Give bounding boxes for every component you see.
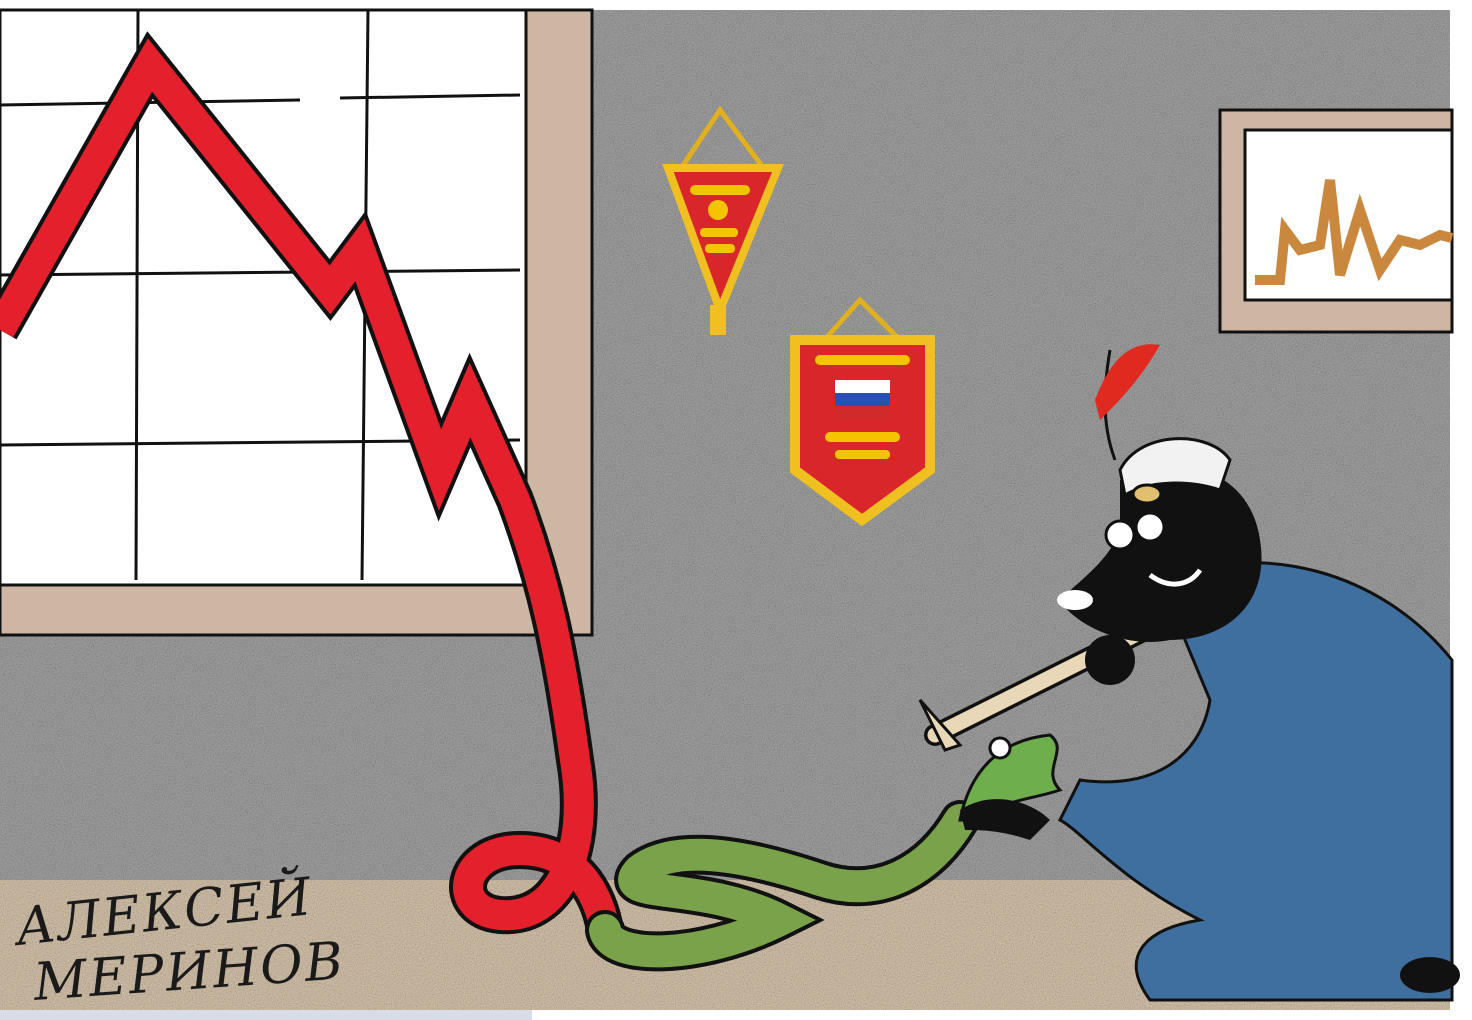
pennant-mark <box>700 228 738 237</box>
snake-eye <box>990 738 1010 758</box>
pennant-mark <box>835 450 890 459</box>
pennant-mark <box>705 244 735 253</box>
ear-highlight <box>1057 590 1093 610</box>
page: {"signature": {"first_name": "АЛЕКСЕЙ", … <box>0 0 1472 1020</box>
pennant-tassel <box>710 305 726 335</box>
flag-blue <box>835 393 890 406</box>
eye <box>1136 513 1164 541</box>
turban-jewel <box>1133 485 1161 503</box>
flag-red <box>835 406 890 419</box>
eye <box>1106 521 1134 549</box>
pennant-mark <box>825 432 900 442</box>
pennant-mark <box>708 200 728 220</box>
bottom-bar <box>0 1010 532 1020</box>
pennant-mark <box>690 185 750 195</box>
cartoon: АЛЕКСЕЙ МЕРИНОВ <box>0 0 1472 1020</box>
pennant-mark <box>815 355 910 365</box>
charmer-foot <box>1400 957 1460 993</box>
hand <box>1085 635 1135 685</box>
flag-white <box>835 380 890 393</box>
page-body: АЛЕКСЕЙ МЕРИНОВ (() => { const data = JS… <box>0 0 1472 1020</box>
